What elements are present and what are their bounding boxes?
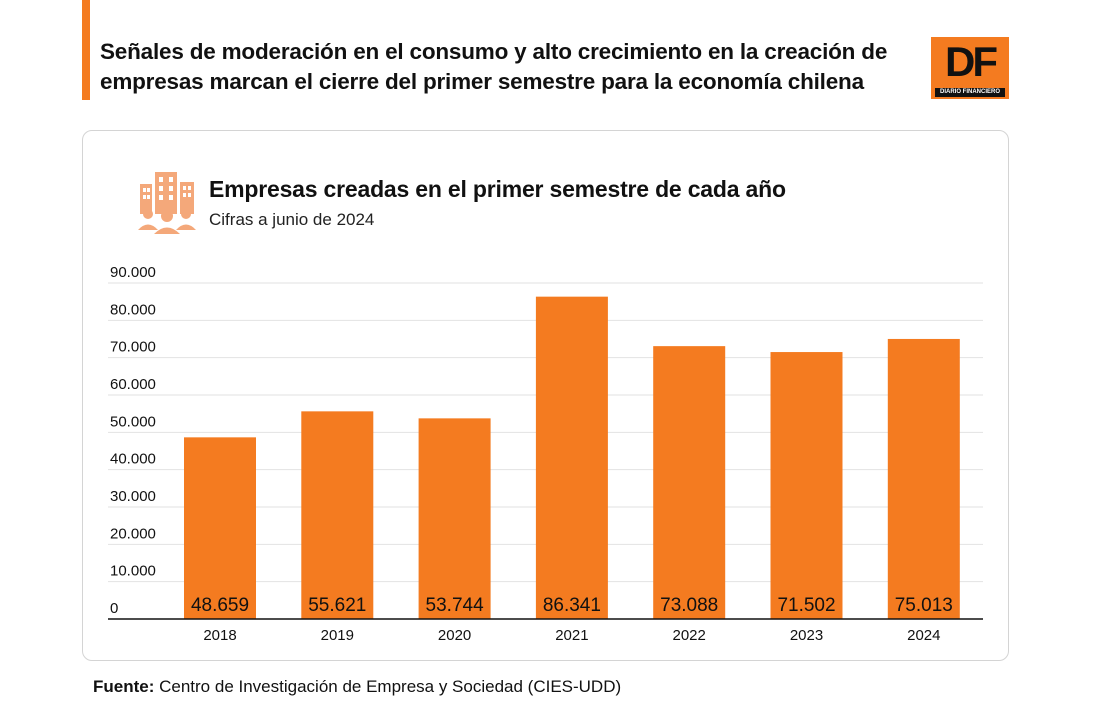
bar-value-label: 48.659 bbox=[191, 595, 249, 616]
x-tick-label: 2021 bbox=[555, 627, 588, 644]
y-tick-label: 70.000 bbox=[110, 339, 156, 356]
x-tick-label: 2020 bbox=[438, 627, 471, 644]
bar-value-label: 53.744 bbox=[426, 595, 485, 616]
bar bbox=[535, 296, 608, 619]
logo-text: DF bbox=[945, 38, 998, 85]
buildings-people-icon bbox=[138, 172, 196, 234]
bar-value-label: 86.341 bbox=[543, 595, 601, 616]
bar-value-label: 75.013 bbox=[895, 595, 953, 616]
y-tick-label: 10.000 bbox=[110, 563, 156, 580]
bar-value-label: 55.621 bbox=[308, 595, 366, 616]
x-axis-ticks: 2018 2019 2020 2021 2022 2023 2024 bbox=[203, 627, 940, 644]
x-tick-label: 2024 bbox=[907, 627, 940, 644]
bars: 48.659 55.621 53.744 86.341 73.088 71.502 75.0… bbox=[184, 296, 960, 619]
bar bbox=[184, 437, 256, 619]
bar bbox=[653, 346, 726, 619]
df-logo: DF DIARIO FINANCIERO bbox=[931, 37, 1009, 99]
x-tick-label: 2023 bbox=[790, 627, 823, 644]
y-tick-label: 0 bbox=[110, 600, 118, 617]
chart-subtitle: Cifras a junio de 2024 bbox=[209, 210, 375, 229]
y-axis-ticks: 0 10.000 20.000 30.000 40.000 50.000 60.000 70.… bbox=[110, 264, 156, 617]
y-tick-label: 40.000 bbox=[110, 451, 156, 468]
headline: Señales de moderación en el consumo y al… bbox=[100, 39, 888, 94]
chart-title: Empresas creadas en el primer semestre d… bbox=[209, 176, 786, 202]
bar bbox=[418, 418, 491, 619]
x-tick-label: 2022 bbox=[673, 627, 706, 644]
bar-value-label: 73.088 bbox=[660, 595, 718, 616]
bar bbox=[887, 338, 960, 619]
bar bbox=[301, 411, 374, 619]
y-tick-label: 90.000 bbox=[110, 264, 156, 281]
logo-subtext: DIARIO FINANCIERO bbox=[935, 88, 1005, 97]
x-tick-label: 2018 bbox=[203, 627, 236, 644]
bar bbox=[770, 352, 843, 619]
y-tick-label: 20.000 bbox=[110, 525, 156, 542]
y-tick-label: 30.000 bbox=[110, 488, 156, 505]
source-note: Fuente: Centro de Investigación de Empre… bbox=[93, 677, 621, 697]
y-tick-label: 50.000 bbox=[110, 413, 156, 430]
x-tick-label: 2019 bbox=[321, 627, 354, 644]
source-label: Fuente: bbox=[93, 677, 155, 696]
bar-value-label: 71.502 bbox=[777, 595, 835, 616]
y-tick-label: 80.000 bbox=[110, 301, 156, 318]
source-text: Centro de Investigación de Empresa y Soc… bbox=[154, 677, 622, 696]
headline-accent-bar bbox=[82, 0, 90, 100]
y-tick-label: 60.000 bbox=[110, 376, 156, 393]
